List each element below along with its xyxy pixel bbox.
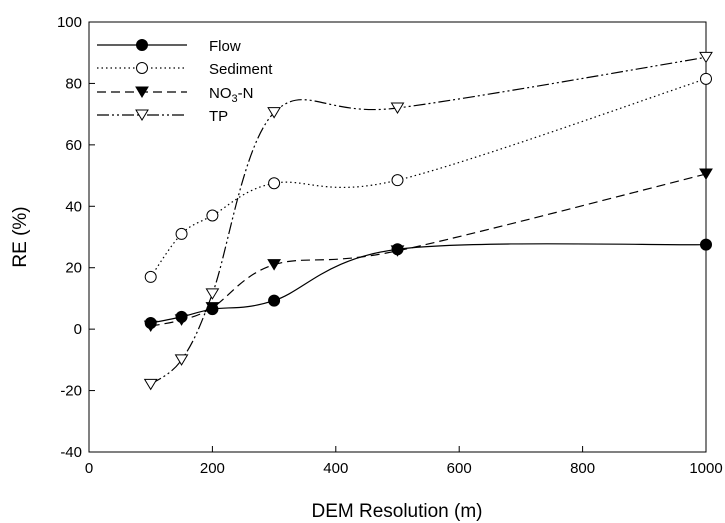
series-line-tp xyxy=(150,56,707,385)
data-point-no3n xyxy=(267,259,281,271)
data-point-sediment xyxy=(144,270,157,283)
y-tick-label: -40 xyxy=(60,444,82,461)
legend-label-no3n: NO3-N xyxy=(209,85,253,105)
series-line-flow xyxy=(150,243,707,324)
legend: Flow Sediment NO3-N TP xyxy=(97,38,273,125)
data-point-tp xyxy=(205,288,220,300)
data-point-flow xyxy=(268,294,281,307)
data-point-no3n xyxy=(205,302,220,314)
data-point-flow xyxy=(700,238,712,251)
x-axis: 0 200 400 600 800 1000 xyxy=(85,446,723,477)
legend-item-sediment: Sediment xyxy=(97,61,273,78)
data-point-sediment xyxy=(175,227,188,240)
data-point-tp xyxy=(267,107,281,119)
y-tick-label: 80 xyxy=(65,75,82,92)
legend-item-flow: Flow xyxy=(97,38,241,55)
data-point-sediment xyxy=(700,72,712,85)
legend-label-flow: Flow xyxy=(209,38,241,55)
y-axis: -40 -20 0 20 40 60 80 100 xyxy=(57,14,95,461)
data-point-no3n xyxy=(390,245,405,257)
data-point-sediment xyxy=(268,177,281,190)
legend-marker-sediment xyxy=(136,62,148,74)
legend-label-sediment: Sediment xyxy=(209,61,273,78)
plot-area-border xyxy=(88,21,707,453)
data-point-sediment xyxy=(391,174,404,187)
legend-item-tp: TP xyxy=(97,108,228,125)
y-axis-label: RE (%) xyxy=(10,206,31,267)
x-tick-label: 400 xyxy=(323,460,348,477)
x-tick-label: 200 xyxy=(200,460,225,477)
legend-marker-no3n xyxy=(135,86,149,98)
legend-marker-tp xyxy=(135,109,149,121)
x-tick-label: 1000 xyxy=(689,460,722,477)
series-markers xyxy=(143,51,713,391)
data-point-tp xyxy=(390,102,405,114)
data-point-no3n xyxy=(143,320,158,333)
data-point-sediment xyxy=(206,209,219,222)
x-tick-label: 600 xyxy=(447,460,472,477)
data-point-tp xyxy=(143,378,158,391)
data-point-no3n xyxy=(174,314,189,326)
y-tick-label: 0 xyxy=(74,321,82,338)
series-line-no3n xyxy=(150,173,707,327)
plot-frame xyxy=(88,21,707,453)
data-point-tp xyxy=(699,51,713,64)
legend-marker-flow xyxy=(136,39,148,51)
x-tick-label: 800 xyxy=(570,460,595,477)
y-tick-label: 20 xyxy=(65,260,82,277)
y-tick-label: 40 xyxy=(65,198,82,215)
data-point-tp xyxy=(174,354,189,366)
data-point-no3n xyxy=(699,168,713,181)
y-tick-label: 100 xyxy=(57,14,82,31)
series-lines xyxy=(150,56,707,385)
x-axis-label: DEM Resolution (m) xyxy=(311,501,482,522)
y-tick-label: -20 xyxy=(60,383,82,400)
legend-label-tp: TP xyxy=(209,108,228,125)
legend-item-no3n: NO3-N xyxy=(97,85,253,105)
y-tick-label: 60 xyxy=(65,137,82,154)
series-line-sediment xyxy=(150,78,707,278)
x-tick-label: 0 xyxy=(85,460,93,477)
